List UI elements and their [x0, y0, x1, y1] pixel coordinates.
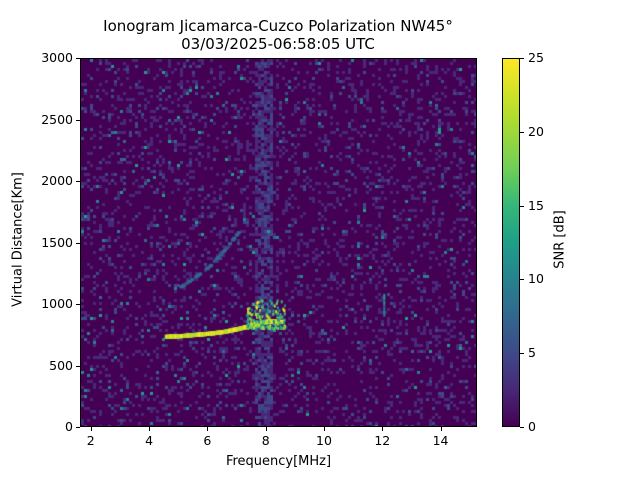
y-tick-label: 2000	[41, 173, 73, 188]
y-tick-label: 0	[65, 419, 73, 434]
x-tick-label: 6	[203, 433, 212, 448]
colorbar-tick-mark	[520, 58, 524, 59]
y-tick-label: 1500	[41, 234, 73, 250]
x-axis-label: Frequency[MHz]	[225, 454, 332, 469]
x-tick-label: 10	[316, 433, 332, 448]
x-tick-mark	[441, 427, 442, 431]
colorbar-tick-label: 0	[528, 419, 536, 434]
colorbar-label: SNR [dB]	[552, 210, 568, 269]
x-tick-label: 14	[432, 433, 449, 448]
y-tick-mark	[76, 366, 80, 367]
colorbar-tick-label: 15	[528, 197, 544, 213]
colorbar-tick-mark	[520, 132, 524, 133]
y-axis-label: Virtual Distance[Km]	[10, 172, 26, 307]
colorbar-tick-label: 5	[528, 345, 536, 361]
colorbar-tick-label: 20	[528, 123, 544, 139]
y-tick-mark	[76, 304, 80, 305]
x-tick-mark	[91, 427, 92, 431]
y-tick-label: 2500	[41, 111, 73, 127]
y-tick-mark	[76, 120, 80, 121]
ionogram-heatmap	[81, 59, 476, 426]
x-tick-mark	[149, 427, 150, 431]
colorbar-tick-mark	[520, 206, 524, 207]
colorbar-tick-label: 25	[528, 50, 544, 65]
y-tick-label: 500	[49, 357, 73, 373]
y-tick-mark	[76, 181, 80, 182]
y-tick-label: 1000	[41, 296, 73, 311]
x-tick-mark	[324, 427, 325, 431]
colorbar-tick-mark	[520, 353, 524, 354]
colorbar	[502, 58, 520, 427]
ionogram-plot-area	[80, 58, 477, 427]
x-tick-mark	[266, 427, 267, 431]
x-tick-label: 12	[374, 433, 391, 448]
colorbar-tick-mark	[520, 279, 524, 280]
colorbar-tick-mark	[520, 427, 524, 428]
colorbar-tick-label: 10	[528, 271, 544, 287]
x-tick-label: 8	[261, 433, 270, 448]
y-tick-mark	[76, 243, 80, 244]
y-tick-mark	[76, 58, 80, 59]
chart-title: Ionogram Jicamarca-Cuzco Polarization NW…	[103, 17, 453, 35]
y-tick-mark	[76, 427, 80, 428]
x-tick-mark	[207, 427, 208, 431]
chart-subtitle: 03/03/2025-06:58:05 UTC	[181, 35, 375, 53]
y-tick-label: 3000	[41, 50, 73, 65]
x-tick-label: 2	[86, 433, 95, 448]
x-tick-label: 4	[145, 433, 154, 448]
x-tick-mark	[382, 427, 383, 431]
